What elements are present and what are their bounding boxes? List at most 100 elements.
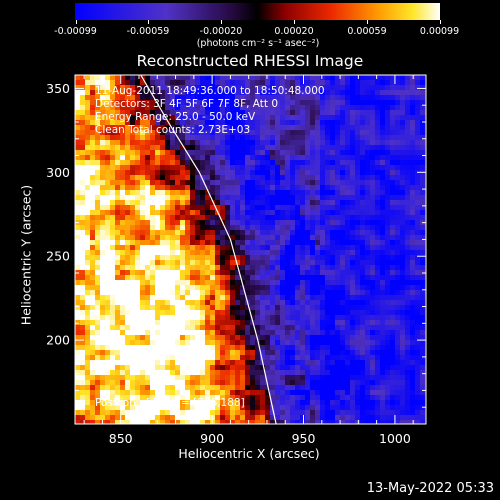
heatmap-cell <box>200 400 206 406</box>
heatmap-cell <box>255 315 261 321</box>
heatmap-cell <box>405 230 411 236</box>
heatmap-cell <box>355 340 361 346</box>
heatmap-cell <box>120 125 126 131</box>
heatmap-cell <box>345 190 351 196</box>
heatmap-cell <box>80 85 86 91</box>
heatmap-cell <box>235 185 241 191</box>
heatmap-cell <box>115 380 121 386</box>
heatmap-cell <box>230 285 236 291</box>
heatmap-cell <box>140 125 146 131</box>
heatmap-cell <box>140 270 146 276</box>
heatmap-cell <box>85 350 91 356</box>
heatmap-cell <box>230 110 236 116</box>
heatmap-cell <box>315 290 321 296</box>
heatmap-cell <box>360 185 366 191</box>
heatmap-cell <box>230 325 236 331</box>
heatmap-cell <box>255 125 261 131</box>
heatmap-cell <box>105 335 111 341</box>
heatmap-cell <box>110 320 116 326</box>
heatmap-cell <box>400 390 406 396</box>
heatmap-cell <box>270 230 276 236</box>
heatmap-cell <box>75 160 81 166</box>
heatmap-cell <box>80 355 86 361</box>
heatmap-cell <box>110 345 116 351</box>
heatmap-cell <box>80 205 86 211</box>
heatmap-cell <box>155 310 161 316</box>
heatmap-cell <box>285 300 291 306</box>
heatmap-cell <box>295 240 301 246</box>
heatmap-cell <box>350 145 356 151</box>
heatmap-cell <box>385 370 391 376</box>
heatmap-cell <box>155 375 161 381</box>
heatmap-cell <box>160 205 166 211</box>
heatmap-cell <box>170 175 176 181</box>
heatmap-cell <box>250 385 256 391</box>
heatmap-cell <box>285 305 291 311</box>
heatmap-cell <box>270 180 276 186</box>
heatmap-cell <box>160 290 166 296</box>
heatmap-cell <box>340 105 346 111</box>
heatmap-cell <box>270 100 276 106</box>
heatmap-cell <box>235 175 241 181</box>
heatmap-cell <box>405 415 411 421</box>
heatmap-cell <box>95 245 101 251</box>
heatmap-cell <box>205 150 211 156</box>
heatmap-cell <box>395 220 401 226</box>
heatmap-cell <box>270 335 276 341</box>
heatmap-cell <box>225 420 231 424</box>
heatmap-cell <box>355 325 361 331</box>
heatmap-cell <box>375 415 381 421</box>
heatmap-cell <box>250 365 256 371</box>
heatmap-cell <box>370 175 376 181</box>
heatmap-cell <box>250 110 256 116</box>
heatmap-cell <box>240 190 246 196</box>
heatmap-cell <box>395 255 401 261</box>
heatmap-cell <box>165 295 171 301</box>
heatmap-cell <box>220 230 226 236</box>
heatmap-cell <box>245 175 251 181</box>
heatmap-cell <box>280 350 286 356</box>
heatmap-cell <box>205 235 211 241</box>
heatmap-cell <box>395 290 401 296</box>
heatmap-cell <box>275 410 281 416</box>
heatmap-cell <box>90 245 96 251</box>
heatmap-cell <box>420 110 426 116</box>
heatmap-cell <box>80 300 86 306</box>
heatmap-cell <box>330 215 336 221</box>
heatmap-cell <box>250 145 256 151</box>
heatmap-cell <box>420 280 426 286</box>
heatmap-cell <box>195 315 201 321</box>
heatmap-cell <box>410 115 416 121</box>
heatmap-cell <box>330 365 336 371</box>
heatmap-cell <box>335 410 341 416</box>
heatmap-cell <box>75 180 81 186</box>
heatmap-cell <box>400 385 406 391</box>
heatmap-cell <box>290 120 296 126</box>
heatmap-cell <box>95 195 101 201</box>
heatmap-cell <box>170 200 176 206</box>
heatmap-cell <box>365 130 371 136</box>
heatmap-cell <box>115 390 121 396</box>
heatmap-cell <box>110 150 116 156</box>
heatmap-cell <box>380 115 386 121</box>
heatmap-cell <box>160 305 166 311</box>
heatmap-cell <box>215 275 221 281</box>
heatmap-cell <box>210 110 216 116</box>
heatmap-cell <box>285 325 291 331</box>
heatmap-cell <box>125 320 131 326</box>
heatmap-cell <box>120 75 126 81</box>
heatmap-cell <box>360 320 366 326</box>
heatmap-cell <box>180 280 186 286</box>
heatmap-cell <box>415 360 421 366</box>
heatmap-cell <box>250 315 256 321</box>
heatmap-cell <box>410 210 416 216</box>
heatmap-cell <box>185 235 191 241</box>
heatmap-cell <box>315 75 321 81</box>
heatmap-cell <box>95 385 101 391</box>
heatmap-cell <box>420 420 426 424</box>
heatmap-cell <box>285 310 291 316</box>
heatmap-cell <box>240 210 246 216</box>
heatmap-cell <box>305 275 311 281</box>
heatmap-cell <box>150 350 156 356</box>
heatmap-cell <box>325 210 331 216</box>
